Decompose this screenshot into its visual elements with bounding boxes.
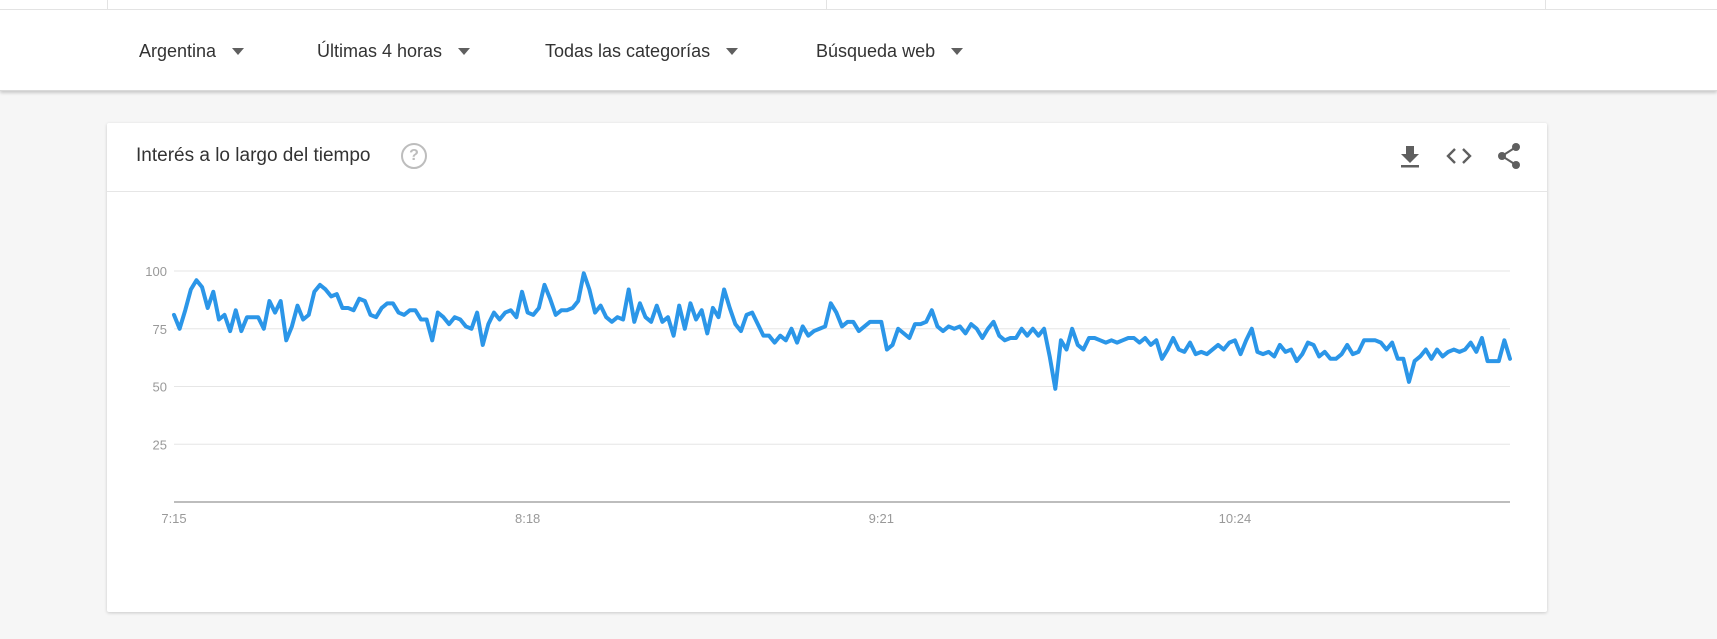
y-tick-label: 75: [153, 322, 167, 337]
embed-code-icon[interactable]: [1444, 141, 1474, 171]
x-tick-label: 8:18: [515, 511, 540, 526]
caret-down-icon: [232, 47, 245, 55]
card-title: Interés a lo largo del tiempo: [136, 145, 371, 166]
region-dropdown-label: Argentina: [139, 40, 217, 61]
download-icon[interactable]: [1395, 141, 1425, 171]
search-type-dropdown[interactable]: Búsqueda web: [816, 38, 964, 64]
search-type-dropdown-label: Búsqueda web: [816, 40, 936, 61]
top-divider: [0, 9, 1717, 10]
region-dropdown[interactable]: Argentina: [139, 38, 245, 64]
caret-down-icon: [951, 47, 964, 55]
time-range-dropdown[interactable]: Últimas 4 horas: [317, 38, 471, 64]
time-range-dropdown-label: Últimas 4 horas: [317, 40, 443, 61]
x-tick-label: 10:24: [1219, 511, 1252, 526]
y-tick-label: 25: [153, 437, 167, 452]
category-dropdown[interactable]: Todas las categorías: [545, 38, 739, 64]
interest-line-chart: 25 50 75 100 7:15 8:18 9:21 10:24: [145, 264, 1512, 526]
y-tick-label: 100: [145, 264, 167, 279]
series-line: [172, 271, 1512, 391]
caret-down-icon: [726, 47, 739, 55]
help-circle-icon[interactable]: ?: [401, 143, 427, 169]
x-tick-label: 7:15: [161, 511, 186, 526]
top-cell-divider: [107, 0, 108, 9]
share-icon[interactable]: [1494, 141, 1524, 171]
filter-bar: Argentina Últimas 4 horas Todas las cate…: [0, 0, 1717, 91]
x-tick-label: 9:21: [869, 511, 894, 526]
caret-down-icon: [458, 47, 471, 55]
card-header: Interés a lo largo del tiempo ?: [107, 123, 1547, 192]
category-dropdown-label: Todas las categorías: [545, 40, 711, 61]
y-tick-label: 50: [153, 380, 167, 395]
interest-over-time-card: Interés a lo largo del tiempo ?: [107, 123, 1547, 612]
chart-area: 25 50 75 100 7:15 8:18 9:21 10:24: [107, 192, 1547, 612]
top-cell-divider: [826, 0, 827, 9]
top-cell-divider: [1545, 0, 1546, 9]
